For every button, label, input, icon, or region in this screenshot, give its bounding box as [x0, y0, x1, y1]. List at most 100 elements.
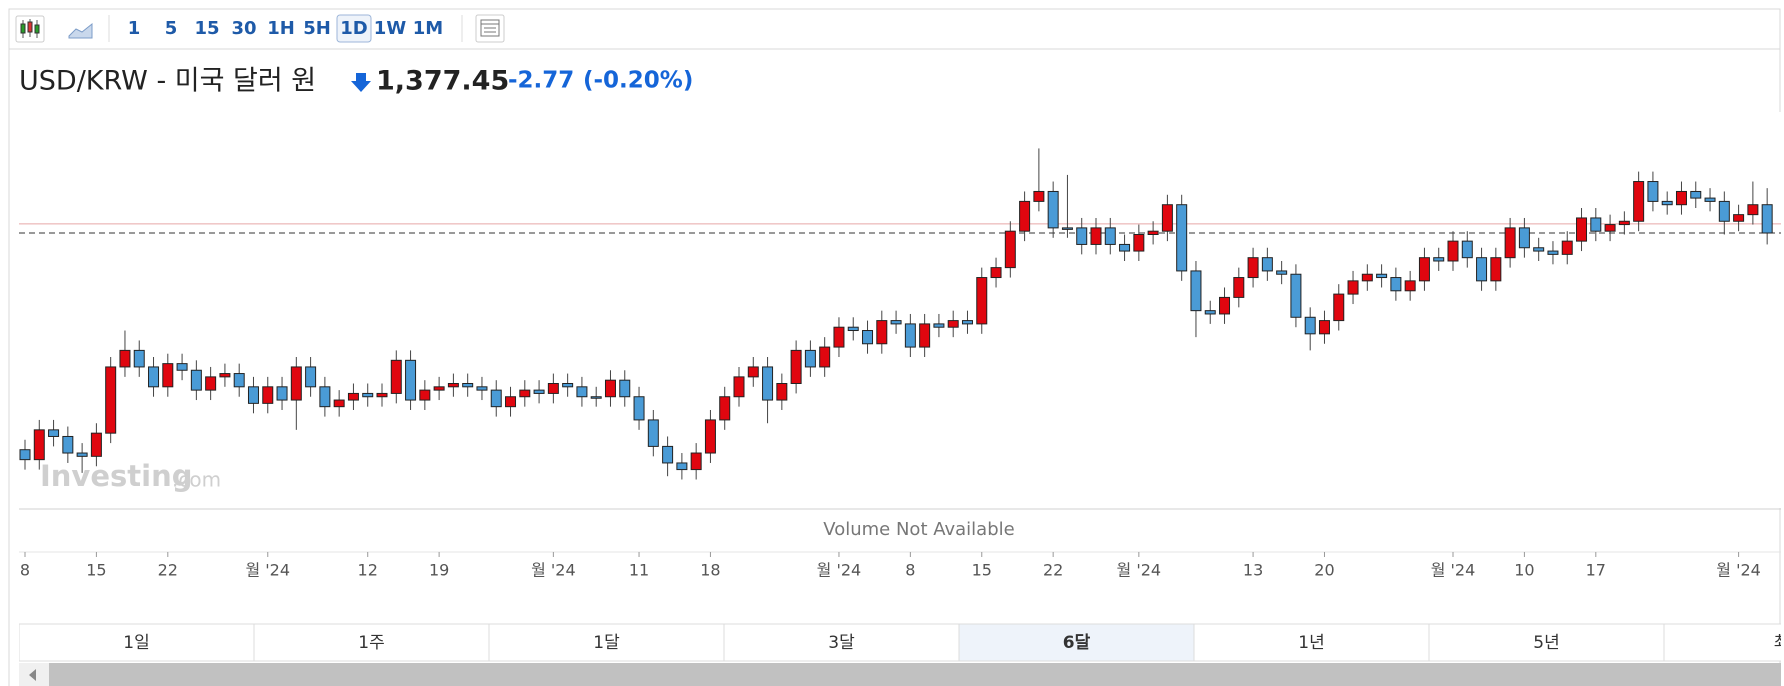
x-tick-label: 22: [1043, 561, 1063, 580]
candle-body: [1590, 217, 1602, 232]
range-tab[interactable]: [488, 623, 725, 662]
candle-body: [1547, 250, 1559, 255]
candle-body: [90, 432, 102, 457]
candle-body: [1347, 280, 1359, 295]
range-tab[interactable]: [958, 623, 1195, 662]
scrollbar-thumb[interactable]: [49, 663, 1781, 686]
candle-body: [405, 359, 417, 401]
candle-body: [148, 366, 160, 388]
candle-body: [1576, 217, 1588, 242]
candle-body: [162, 363, 174, 388]
candle-body: [976, 277, 988, 325]
table-icon[interactable]: [475, 14, 505, 43]
x-tick-label: 13: [1243, 561, 1263, 580]
candle-body: [1761, 204, 1773, 234]
range-tabs: 1일 1주 1달 3달 6달 1년 5년 최: [19, 623, 1784, 662]
candle-body: [219, 373, 231, 378]
x-tick-label: 12: [358, 561, 378, 580]
down-arrow: [351, 73, 371, 92]
x-tick-label: 월 '24: [1117, 561, 1162, 580]
interval-button[interactable]: 5: [165, 18, 178, 39]
candle-body: [319, 386, 331, 408]
candle-body: [847, 326, 859, 332]
candle-body: [1318, 320, 1330, 335]
candle-body: [490, 389, 502, 408]
candle-icon[interactable]: [15, 15, 45, 43]
candle-body: [1690, 190, 1702, 199]
candle-body: [347, 392, 359, 401]
price: 1,377.45: [376, 66, 509, 97]
range-tab[interactable]: [1193, 623, 1430, 662]
range-tab-label[interactable]: 3달: [828, 633, 855, 653]
candle-body: [947, 320, 959, 328]
candle-body: [519, 389, 531, 398]
candle-body: [1333, 293, 1345, 322]
price-change-percent: (-0.20%): [583, 68, 693, 94]
range-tab-label[interactable]: 1달: [593, 633, 620, 653]
candle-body: [1390, 277, 1402, 292]
candle-body: [476, 386, 488, 391]
candle-body: [1461, 240, 1473, 259]
candle-body: [205, 376, 217, 391]
scroll-left[interactable]: [29, 669, 36, 681]
candle-body: [1019, 200, 1031, 232]
candle-body: [62, 435, 74, 454]
interval-button[interactable]: 1: [128, 18, 141, 39]
candle-body: [1090, 227, 1102, 245]
range-tab-label[interactable]: 1년: [1298, 633, 1324, 653]
candle-body: [1147, 230, 1159, 236]
candle-body: [1033, 190, 1045, 202]
range-tab-label[interactable]: 최: [1774, 633, 1784, 653]
range-tab-label[interactable]: 1일: [123, 633, 149, 653]
x-tick-label: 18: [700, 561, 720, 580]
candle-body: [247, 386, 259, 404]
candle-body: [1219, 296, 1231, 315]
x-tick-label: 17: [1586, 561, 1606, 580]
line-icon[interactable]: [68, 22, 93, 39]
candle-body: [1190, 270, 1202, 312]
interval-button[interactable]: 1W: [374, 18, 407, 39]
candle-body: [1704, 197, 1716, 202]
candle-body: [1276, 270, 1288, 275]
candle-body: [1204, 310, 1216, 315]
candle-body: [76, 452, 88, 457]
interval-button[interactable]: 1D: [340, 18, 367, 39]
candle-body: [1104, 227, 1116, 245]
x-tick-label: 10: [1514, 561, 1534, 580]
interval-button[interactable]: 30: [231, 18, 256, 39]
candle-body: [1675, 190, 1687, 206]
x-tick-label: 월 '24: [1431, 561, 1476, 580]
candle-body: [619, 379, 631, 398]
interval-toolbar: 1 5 15 30 1H 5H 1D 1W 1M: [128, 14, 443, 43]
candle-body: [904, 323, 916, 348]
candle-body: [1447, 240, 1459, 262]
range-tab-label[interactable]: 1주: [358, 633, 384, 653]
range-tab[interactable]: [1428, 623, 1665, 662]
x-tick-label: 8: [20, 561, 30, 580]
candle-body: [1718, 200, 1730, 222]
interval-button[interactable]: 15: [194, 18, 219, 39]
candle-body: [1747, 204, 1759, 216]
range-tab-label[interactable]: 6달: [1063, 632, 1091, 653]
candle-body: [690, 452, 702, 471]
candle-body: [933, 323, 945, 328]
candle-body: [1504, 227, 1516, 259]
range-tab-label[interactable]: 5년: [1533, 633, 1559, 653]
candle-body: [1618, 220, 1630, 226]
x-tick-label: 월 '24: [531, 561, 576, 580]
interval-button[interactable]: 1H: [267, 18, 295, 39]
candle-body: [1476, 257, 1488, 282]
range-tab[interactable]: [253, 623, 490, 662]
candle-body: [1061, 227, 1073, 230]
candle-body: [647, 419, 659, 447]
interval-button[interactable]: 5H: [303, 18, 331, 39]
range-tab[interactable]: [1663, 623, 1784, 662]
candle-body: [1733, 214, 1745, 222]
interval-button[interactable]: 1M: [413, 18, 443, 39]
candle-body: [719, 396, 731, 421]
x-tick-label: 월 '24: [245, 561, 290, 580]
range-tab[interactable]: [723, 623, 960, 662]
x-axis: 8 15 22 월 '24 12 19 월 '24 11 18 월 '24 8 15 22 월 '24 13…: [20, 552, 1761, 580]
candle-body: [105, 366, 117, 434]
